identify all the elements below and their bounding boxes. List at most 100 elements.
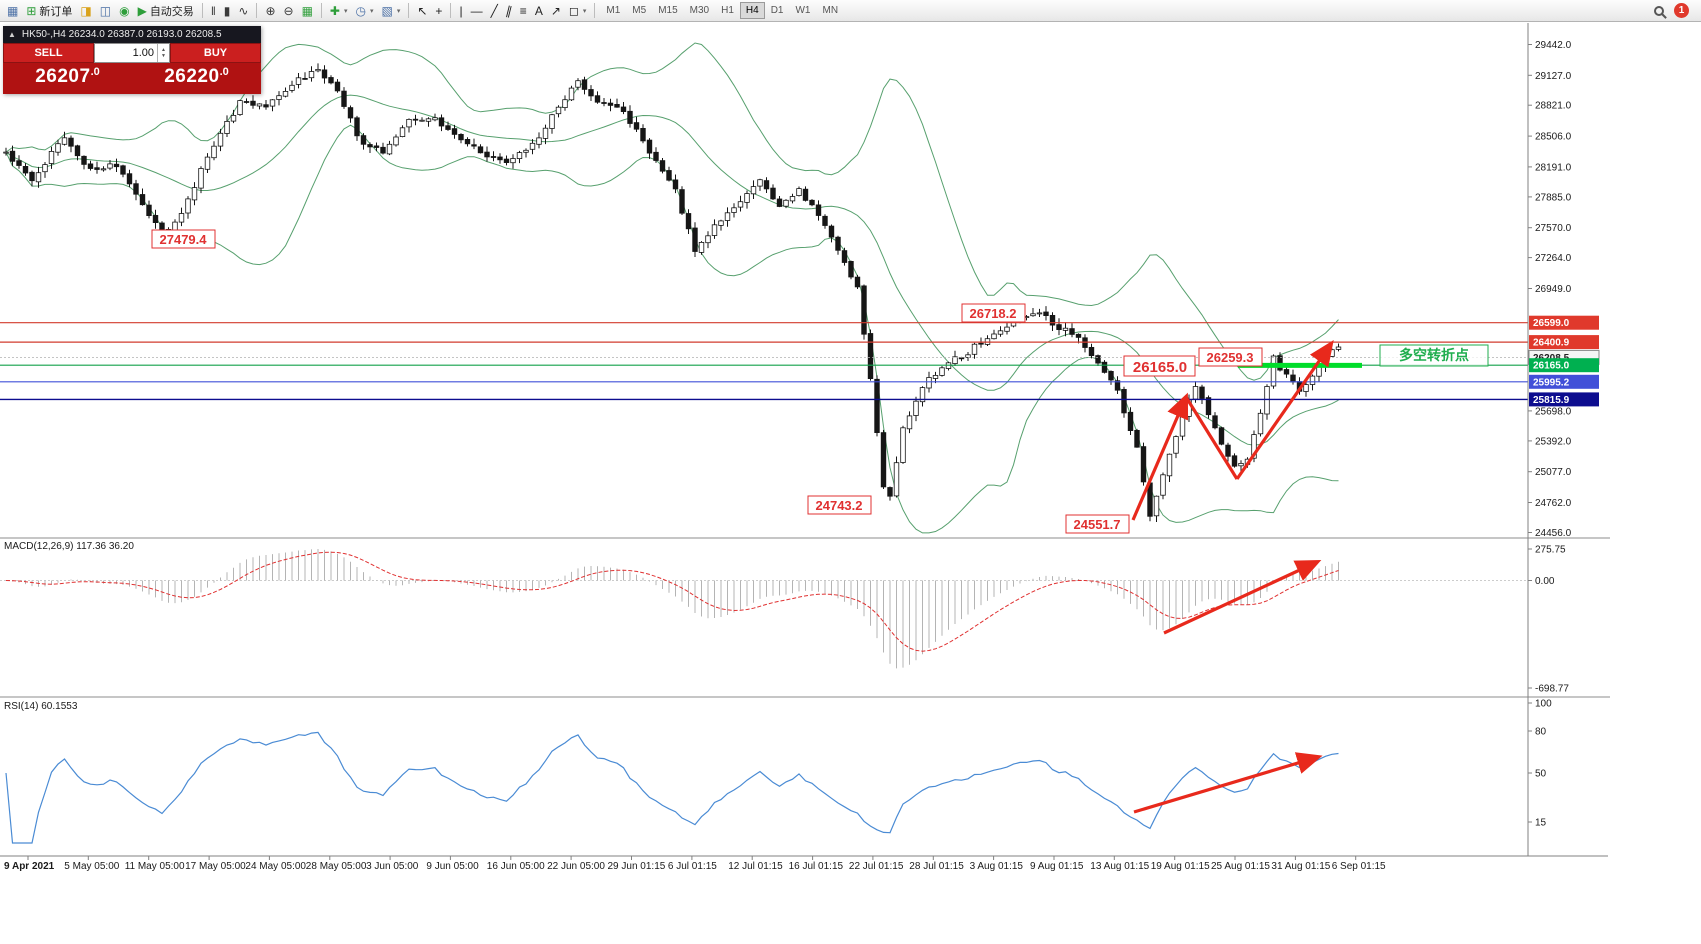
price-label-box[interactable] xyxy=(807,495,872,515)
autotrade-button[interactable]: ▶ 自动交易 xyxy=(135,2,197,20)
periods-icon[interactable]: ◷ ▾ xyxy=(353,2,377,20)
annotation-text: 多空转折点 xyxy=(1399,347,1469,363)
indicators-icon: ✚ xyxy=(329,3,340,18)
timeframe-m5[interactable]: M5 xyxy=(632,5,647,16)
volume-value[interactable]: 1.00 xyxy=(132,47,155,59)
price-tick-label: 25077.0 xyxy=(1535,467,1572,478)
price-tick-label: 28506.0 xyxy=(1535,132,1572,143)
rsi-line xyxy=(5,731,1339,844)
buy-price-display[interactable]: 26220.0 xyxy=(132,63,261,94)
axis-price-badge xyxy=(1529,374,1599,389)
time-label: 17 May 05:00 xyxy=(185,861,246,872)
svg-text:25995.2: 25995.2 xyxy=(1533,377,1570,388)
sound-icon[interactable]: ◉ xyxy=(116,2,132,20)
collapse-icon[interactable]: ▲ xyxy=(8,30,16,39)
timeframe-d1[interactable]: D1 xyxy=(770,5,784,16)
price-label-box[interactable] xyxy=(1065,514,1130,534)
autotrade-button-label: 自动交易 xyxy=(149,5,194,18)
bar-chart-icon[interactable]: ‖ xyxy=(208,2,219,20)
annotation-box[interactable] xyxy=(1379,344,1489,367)
tile-windows-icon[interactable]: ▦ xyxy=(299,2,316,20)
crosshair-icon: + xyxy=(435,3,443,18)
market-watch-icon[interactable]: ◨ xyxy=(77,2,94,20)
trend-arrow-main[interactable] xyxy=(1184,396,1239,480)
new-order-button[interactable]: ⊞ 新订单 xyxy=(23,2,75,20)
search-icon[interactable] xyxy=(1654,5,1664,16)
text-icon[interactable]: A xyxy=(532,2,546,20)
timeframe-m30[interactable]: M30 xyxy=(689,5,710,16)
time-label: 28 May 05:00 xyxy=(306,861,367,872)
price-label-box[interactable] xyxy=(151,229,216,249)
periods-icon: ◷ xyxy=(355,3,366,18)
sell-price-main: 26207 xyxy=(35,66,91,87)
sell-button[interactable]: SELL xyxy=(3,43,94,63)
time-label: 22 Jul 01:15 xyxy=(849,861,904,872)
market-watch-icon: ◨ xyxy=(80,3,92,18)
zoom-in-icon: ⊕ xyxy=(265,3,276,18)
buy-button[interactable]: BUY xyxy=(170,43,261,63)
crosshair-icon[interactable]: + xyxy=(432,2,445,20)
spinner-down-icon[interactable]: ▼ xyxy=(161,53,166,59)
data-window-icon[interactable]: ◫ xyxy=(97,2,114,20)
template-icon[interactable]: ▧ ▾ xyxy=(379,2,404,20)
symbol-ohlc-text: HK50-,H4 26234.0 26387.0 26193.0 26208.5 xyxy=(21,29,222,40)
timeframe-w1[interactable]: W1 xyxy=(795,5,811,16)
toolbar-right-group: 1 xyxy=(1654,3,1697,18)
trend-arrow-main[interactable] xyxy=(1131,392,1189,521)
timeframe-m15[interactable]: M15 xyxy=(658,5,678,16)
price-label-text: 27479.4 xyxy=(160,232,208,247)
time-label: 19 Aug 01:15 xyxy=(1151,861,1210,872)
channel-icon[interactable]: ∥ xyxy=(503,2,515,20)
timeframe-m1[interactable]: M1 xyxy=(606,5,621,16)
timeframe-mn[interactable]: MN xyxy=(822,5,839,16)
trendline-icon[interactable]: ╱ xyxy=(488,2,501,20)
template-icon: ▧ xyxy=(381,3,393,18)
shapes-icon: ◻ xyxy=(568,3,579,18)
data-window-icon: ◫ xyxy=(99,3,112,18)
time-label: 6 Jul 01:15 xyxy=(668,861,717,872)
chart-window-icon[interactable]: ▦ xyxy=(4,2,21,20)
price-tick-label: 24762.0 xyxy=(1535,498,1572,509)
candlestick-chart-icon[interactable]: ▮ xyxy=(221,2,234,20)
volume-spinner[interactable]: ▲ ▼ xyxy=(157,44,169,62)
notification-badge[interactable]: 1 xyxy=(1674,3,1689,18)
axis-price-badge xyxy=(1529,358,1599,373)
indicators-icon[interactable]: ✚ ▾ xyxy=(327,2,351,20)
time-label: 13 Aug 01:15 xyxy=(1090,861,1149,872)
symbol-header[interactable]: ▲ HK50-,H4 26234.0 26387.0 26193.0 26208… xyxy=(3,26,261,43)
price-label-box[interactable] xyxy=(1123,355,1196,377)
shapes-icon[interactable]: ◻ ▾ xyxy=(566,2,589,20)
main-toolbar: ▦ ⊞ 新订单 ◨ ◫ ◉ ▶ 自动交易 ‖ ▮ ∿ ⊕ ⊖ ▦ ✚ ▾ ◷ ▾ ▧ ▾ ↖ + | — ╱ ∥ ≡ A ↗ ◻ ▾ M1 M5… xyxy=(0,0,1701,22)
rsi-scale-label: 50 xyxy=(1535,769,1547,780)
toolbar-separator xyxy=(201,3,203,18)
cursor-icon[interactable]: ↖ xyxy=(414,2,430,20)
buy-price-frac: .0 xyxy=(219,66,229,78)
arrows-icon[interactable]: ↗ xyxy=(548,2,564,20)
trend-arrow-rsi[interactable] xyxy=(1133,752,1323,814)
main-chart-panel[interactable] xyxy=(0,42,1528,534)
new-order-button-label: 新订单 xyxy=(39,5,73,18)
sell-price-display[interactable]: 26207.0 xyxy=(3,63,132,94)
trend-arrow-macd[interactable] xyxy=(1163,559,1322,635)
horizontal-line-icon[interactable]: — xyxy=(468,2,486,20)
line-chart-icon[interactable]: ∿ xyxy=(235,2,251,20)
trend-arrow-main[interactable] xyxy=(1235,340,1334,480)
chart-window-icon: ▦ xyxy=(7,3,19,18)
spinner-up-icon[interactable]: ▲ xyxy=(161,47,166,53)
caret-down-icon: ▾ xyxy=(369,7,374,15)
rsi-scale-label: 80 xyxy=(1535,727,1547,738)
vertical-line-icon[interactable]: | xyxy=(456,2,465,20)
price-label-box[interactable] xyxy=(1198,347,1263,367)
zoom-out-icon[interactable]: ⊖ xyxy=(281,2,297,20)
toolbar-separator xyxy=(450,3,452,18)
rsi-panel: RSI(14) 60.1553 xyxy=(4,701,1339,844)
caret-down-icon: ▾ xyxy=(343,7,348,15)
fibonacci-icon[interactable]: ≡ xyxy=(517,2,530,20)
svg-text:25815.9: 25815.9 xyxy=(1533,395,1570,406)
volume-input[interactable]: 1.00 ▲ ▼ xyxy=(94,43,170,63)
chart-area[interactable]: MACD(12,26,9) 117.36 36.20 RSI(14) 60.155… xyxy=(0,22,1701,944)
timeframe-h4[interactable]: H4 xyxy=(739,2,765,19)
timeframe-h1[interactable]: H1 xyxy=(721,5,734,16)
price-label-box[interactable] xyxy=(961,303,1026,323)
zoom-in-icon[interactable]: ⊕ xyxy=(262,2,278,20)
